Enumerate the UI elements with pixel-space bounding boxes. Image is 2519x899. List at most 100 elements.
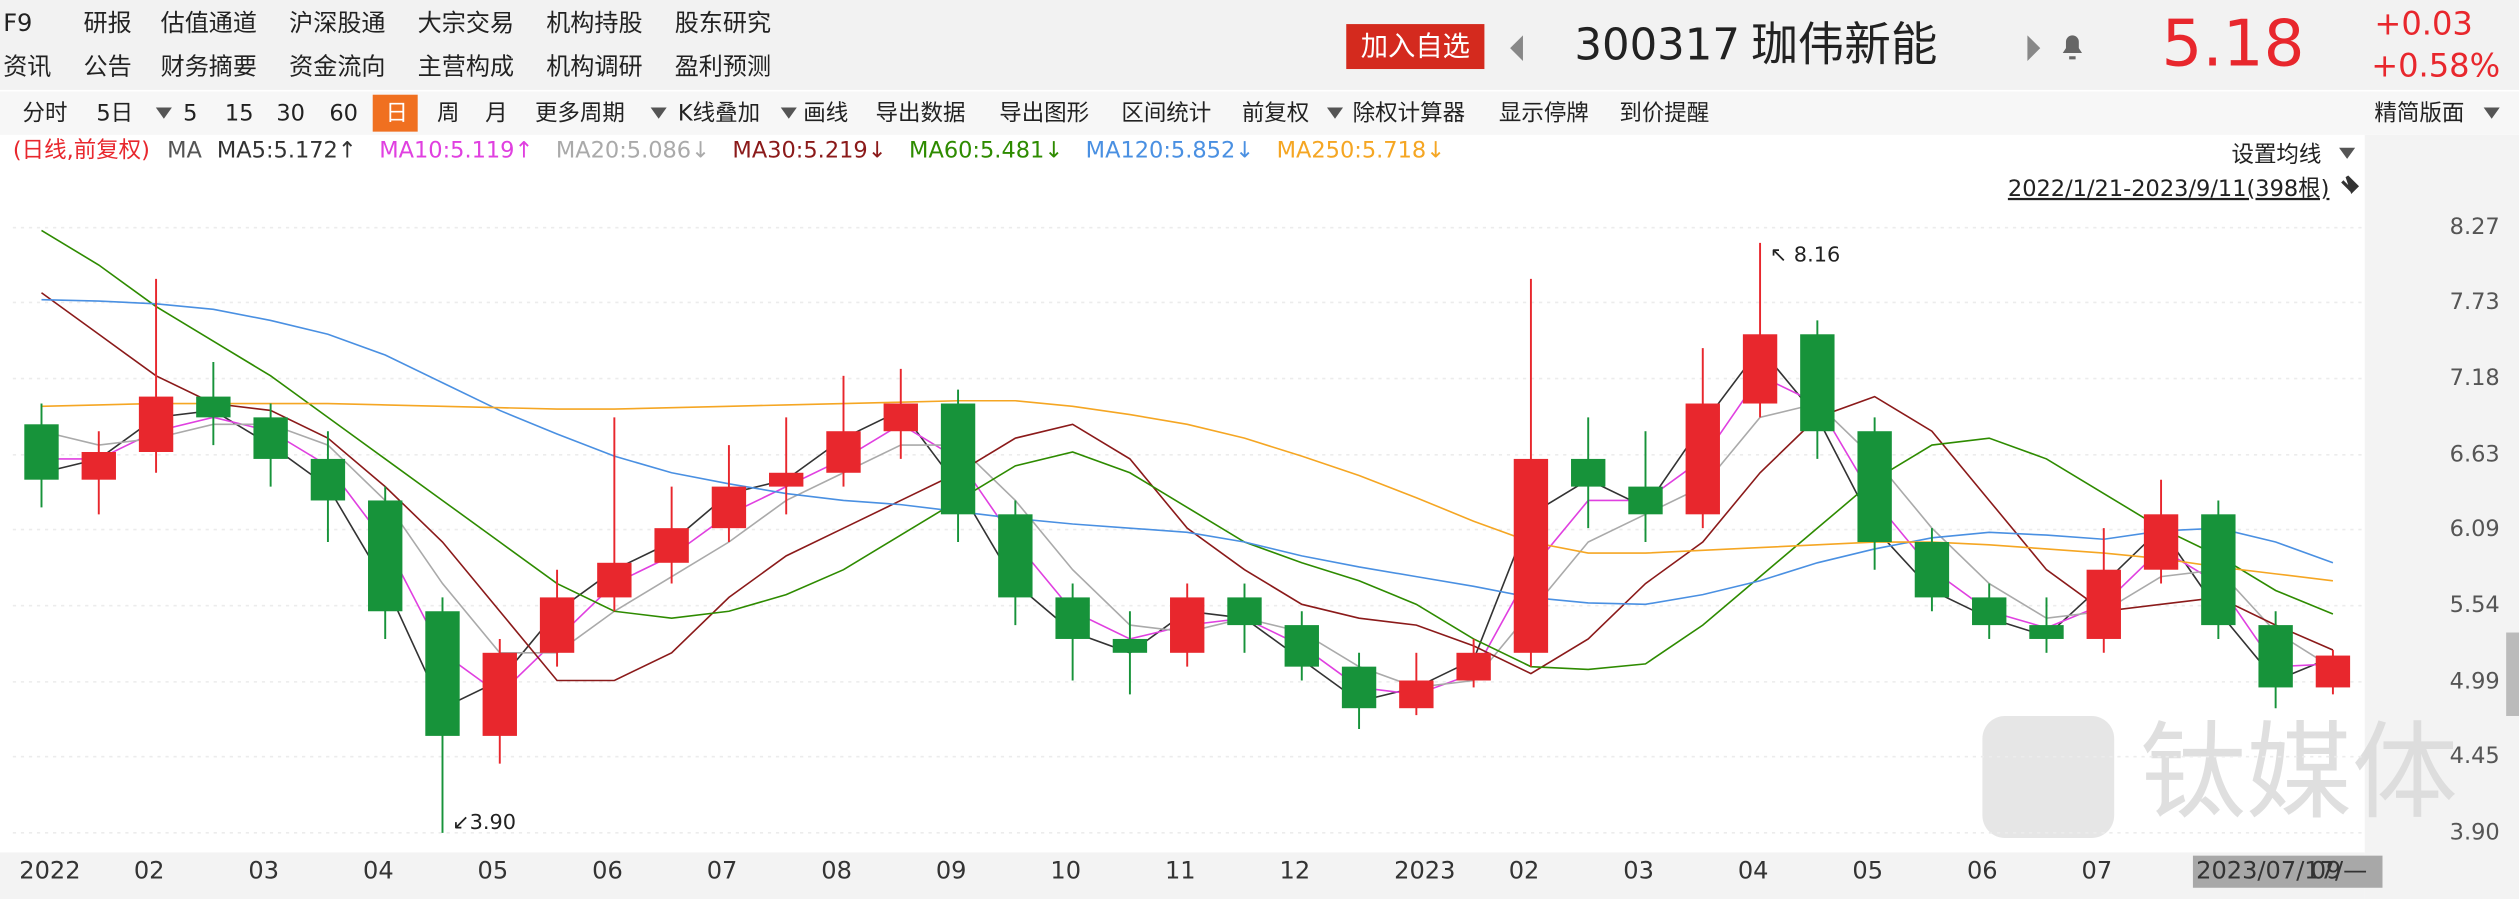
prev-stock[interactable]: [1510, 35, 1523, 62]
header-bg: [0, 0, 2519, 90]
legend-item: MA120:5.852↓: [1086, 137, 1254, 163]
toolbar-item[interactable]: 5日: [96, 100, 133, 126]
candle-body: [253, 417, 288, 459]
x-tick-label: 11: [1165, 857, 1196, 885]
candle-body: [1456, 652, 1491, 681]
menu-item[interactable]: 资讯: [3, 52, 51, 80]
x-tick-label: 2023/07/17/—: [2196, 857, 2367, 885]
x-tick-label: 02: [1509, 857, 1540, 885]
menu-item[interactable]: 财务摘要: [161, 52, 257, 80]
toolbar-right[interactable]: 精简版面: [2374, 100, 2464, 126]
toolbar-item[interactable]: 更多周期: [535, 100, 625, 126]
candle-body: [1857, 431, 1892, 543]
candle-body: [1571, 458, 1606, 487]
candle-body: [769, 472, 804, 487]
y-axis-panel: [2364, 134, 2519, 899]
toolbar-bg: [0, 91, 2519, 135]
toolbar-item[interactable]: K线叠加: [678, 100, 760, 126]
y-tick-label: 6.63: [2450, 441, 2500, 467]
watermark: 钛媒体: [2140, 711, 2458, 834]
y-tick-label: 7.18: [2450, 365, 2500, 391]
menu-item[interactable]: 机构持股: [546, 9, 642, 37]
toolbar-item[interactable]: 前复权: [1242, 100, 1309, 126]
x-tick-label: 2023: [1394, 857, 1455, 885]
menu-item[interactable]: 公告: [84, 52, 132, 80]
add-watchlist-bg[interactable]: [1346, 24, 1485, 70]
candle-body: [1284, 625, 1319, 667]
ma-label: MA: [167, 137, 202, 163]
menu-item[interactable]: 机构调研: [546, 52, 642, 80]
candle-body: [1399, 680, 1434, 709]
toolbar-item[interactable]: 日: [386, 100, 408, 126]
stock-name: 珈伟新能: [1751, 18, 1937, 72]
menu-item[interactable]: 主营构成: [418, 52, 514, 80]
toolbar-item[interactable]: 分时: [22, 100, 67, 126]
menu-item[interactable]: 沪深股通: [289, 9, 385, 37]
candle-body: [1170, 597, 1205, 653]
toolbar-item[interactable]: 到价提醒: [1619, 100, 1709, 126]
menu-item[interactable]: 资金流向: [289, 52, 385, 80]
toolbar-item[interactable]: 显示停牌: [1499, 100, 1589, 126]
x-tick-label: 07: [2082, 857, 2113, 885]
candle-body: [2258, 625, 2293, 688]
x-tick-label: 02: [134, 857, 165, 885]
scrollbar[interactable]: [2506, 632, 2519, 716]
candle-body: [2315, 655, 2351, 688]
candle-body: [883, 403, 918, 432]
toolbar-item[interactable]: 30: [276, 100, 305, 126]
y-tick-label: 4.99: [2450, 668, 2500, 694]
pin-icon[interactable]: [2341, 175, 2360, 195]
y-tick-label: 8.27: [2450, 214, 2500, 240]
dropdown-arrow[interactable]: [1326, 107, 1344, 119]
x-tick-label: 10: [1050, 857, 1081, 885]
alert-icon[interactable]: [2062, 35, 2083, 60]
menu-item[interactable]: 研报: [84, 9, 132, 37]
stock-code: 300317: [1574, 21, 1740, 71]
change-pct: +0.58%: [2371, 46, 2500, 84]
cursor-date-bg: [2192, 855, 2383, 888]
toolbar-item[interactable]: 画线: [803, 100, 848, 126]
ma-line: [41, 292, 2334, 682]
dropdown-arrow[interactable]: [780, 107, 797, 119]
toolbar-item[interactable]: 5: [183, 100, 197, 126]
candle-body: [196, 396, 231, 418]
menu-item[interactable]: 大宗交易: [418, 9, 514, 37]
toolbar-item[interactable]: 导出图形: [999, 100, 1089, 126]
dropdown-arrow[interactable]: [155, 107, 172, 119]
candle-body: [1341, 666, 1377, 709]
legend-item: MA60:5.481↓: [909, 137, 1063, 163]
candle-body: [482, 652, 517, 736]
add-watchlist[interactable]: 加入自选: [1361, 32, 1470, 63]
candle-body: [2086, 569, 2121, 639]
candle-body: [1742, 334, 1778, 404]
menu-item[interactable]: 估值通道: [161, 9, 257, 37]
candle-body: [1800, 334, 1835, 432]
next-stock[interactable]: [2027, 35, 2041, 62]
toolbar-item[interactable]: 月: [485, 100, 507, 126]
toolbar-item[interactable]: 60: [329, 100, 358, 126]
dropdown-arrow[interactable]: [2339, 147, 2356, 159]
x-tick-label: 03: [1623, 857, 1654, 885]
menu-item[interactable]: 盈利预测: [675, 52, 771, 80]
x-tick-label: 12: [1280, 857, 1311, 885]
price: 5.18: [2162, 7, 2305, 82]
toolbar-item[interactable]: 除权计算器: [1353, 100, 1465, 126]
toolbar-item[interactable]: 导出数据: [876, 100, 966, 126]
x-tick-label: 04: [363, 857, 394, 885]
toolbar-item[interactable]: 区间统计: [1121, 100, 1211, 126]
legend-item: MA20:5.086↓: [556, 137, 710, 163]
candle-body: [940, 403, 976, 515]
toolbar-item[interactable]: 15: [225, 100, 254, 126]
candle-body: [368, 500, 403, 612]
menu-item[interactable]: F9: [3, 9, 32, 37]
ma-line: [41, 399, 2334, 582]
dropdown-arrow[interactable]: [2483, 107, 2500, 119]
ma-settings[interactable]: 设置均线: [2231, 142, 2321, 168]
toolbar-item[interactable]: 周: [437, 100, 459, 126]
extreme-label: ↖ 8.16: [1770, 243, 1841, 267]
menu-item[interactable]: 股东研究: [675, 9, 771, 37]
x-tick-label: 09: [936, 857, 967, 885]
range-label: 2022/1/21-2023/9/11(398根): [2008, 176, 2330, 202]
dropdown-arrow[interactable]: [650, 107, 667, 119]
toolbar-selected-bg: [372, 94, 418, 132]
